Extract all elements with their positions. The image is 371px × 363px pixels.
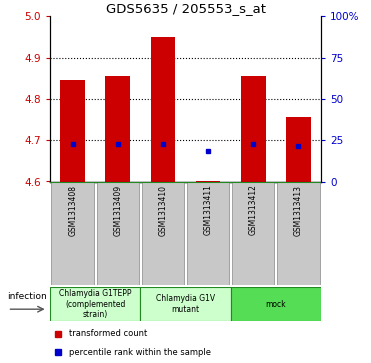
Bar [50,287,140,321]
Bar [52,182,94,285]
Text: GSM1313411: GSM1313411 [204,185,213,236]
Text: mock: mock [266,299,286,309]
Text: Chlamydia G1TEPP
(complemented
strain): Chlamydia G1TEPP (complemented strain) [59,289,131,319]
Bar [140,287,231,321]
Bar [105,76,130,182]
Text: GSM1313409: GSM1313409 [113,185,122,236]
Bar [277,182,319,285]
Text: infection: infection [7,292,47,301]
Text: Chlamydia G1V
mutant: Chlamydia G1V mutant [156,294,215,314]
Text: percentile rank within the sample: percentile rank within the sample [69,348,211,357]
Text: GSM1313413: GSM1313413 [294,185,303,236]
Bar [187,182,229,285]
Bar [142,182,184,285]
Bar [286,118,311,182]
Text: GSM1313408: GSM1313408 [68,185,77,236]
Bar [232,182,275,285]
Text: transformed count: transformed count [69,329,147,338]
Text: GSM1313410: GSM1313410 [158,185,167,236]
Bar [60,80,85,182]
Bar [196,181,220,182]
Bar [231,287,321,321]
Bar [151,37,175,182]
Bar [241,76,266,182]
Text: GSM1313412: GSM1313412 [249,185,258,236]
Title: GDS5635 / 205553_s_at: GDS5635 / 205553_s_at [105,2,266,15]
Bar [96,182,139,285]
